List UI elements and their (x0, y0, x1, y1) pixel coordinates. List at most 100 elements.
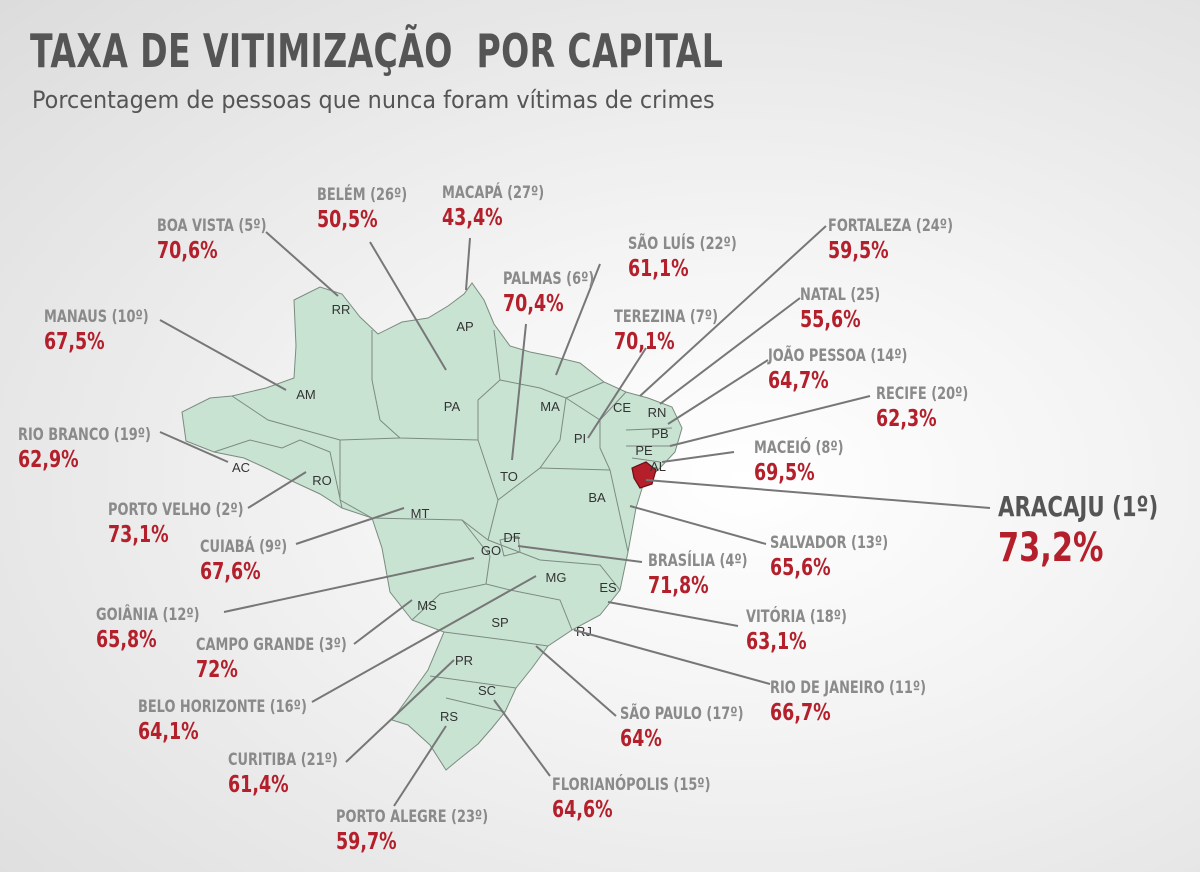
leader-belo-horizonte (311, 575, 537, 703)
city-name: CUIABÁ (9º) (200, 537, 288, 557)
city-value: 62,9% (18, 447, 79, 473)
leader-porto-alegre (393, 725, 447, 807)
city-name: PORTO VELHO (2º) (108, 500, 244, 520)
city-value: 70,4% (503, 291, 564, 317)
leader-recife (669, 395, 871, 447)
uf-ma: MA (540, 399, 560, 414)
uf-mg: MG (546, 570, 567, 585)
city-value: 70,6% (157, 238, 218, 264)
city-name: BRASÍLIA (4º) (648, 551, 748, 571)
uf-ms: MS (417, 598, 437, 613)
city-name: CAMPO GRANDE (3º) (196, 635, 347, 655)
city-name: BELO HORIZONTE (16º) (138, 697, 307, 717)
uf-pe: PE (635, 443, 653, 458)
state-borders (213, 329, 673, 713)
brazil-outline (181, 282, 683, 771)
uf-ap: AP (456, 319, 473, 334)
leader-terezina (587, 347, 647, 439)
city-name: PALMAS (6º) (503, 269, 595, 289)
city-name: FORTALEZA (24º) (828, 216, 953, 236)
city-value: 64,7% (768, 368, 829, 394)
city-value: 64% (620, 726, 662, 752)
uf-am: AM (296, 387, 316, 402)
city-name: JOÃO PESSOA (14º) (768, 346, 908, 366)
city-value: 66,7% (770, 700, 831, 726)
city-recife: RECIFE (20º) 62,3% (876, 383, 968, 433)
uf-pb: PB (651, 426, 668, 441)
city-name: TEREZINA (7º) (614, 307, 718, 327)
city-value: 69,5% (754, 460, 815, 486)
city-aracaju: ARACAJU (1º) 73,2% (998, 490, 1158, 572)
city-vitoria: VITÓRIA (18º) 63,1% (746, 606, 847, 656)
city-value: 64,6% (552, 797, 613, 823)
uf-rj: RJ (576, 624, 592, 639)
city-name: RIO DE JANEIRO (11º) (770, 678, 927, 698)
leader-maceio (661, 451, 735, 463)
city-rio-branco: RIO BRANCO (19º) 62,9% (18, 424, 151, 474)
city-goiania: GOIÂNIA (12º) 65,8% (96, 604, 200, 654)
city-porto-alegre: PORTO ALEGRE (23º) 59,7% (336, 806, 488, 856)
city-value: 71,8% (648, 573, 709, 599)
uf-sc: SC (478, 683, 496, 698)
uf-pr: PR (455, 653, 473, 668)
city-name: SALVADOR (13º) (770, 533, 889, 553)
leader-macapa (465, 237, 471, 291)
city-value: 73,1% (108, 522, 169, 548)
city-name: ARACAJU (1º) (998, 490, 1159, 523)
city-value: 65,6% (770, 555, 831, 581)
uf-to: TO (500, 469, 518, 484)
leader-campo-grande (353, 599, 413, 645)
city-belem: BELÉM (26º) 50,5% (317, 184, 407, 234)
city-value: 73,2% (998, 525, 1104, 571)
leader-porto-velho (247, 471, 307, 509)
leader-vitoria (607, 601, 739, 627)
leader-fortaleza (639, 225, 827, 397)
city-campo-grande: CAMPO GRANDE (3º) 72% (196, 634, 347, 684)
city-value: 59,5% (828, 238, 889, 264)
leader-brasilia (517, 545, 643, 563)
city-cuiaba: CUIABÁ (9º) 67,6% (200, 536, 287, 586)
city-value: 62,3% (876, 406, 937, 432)
leader-sao-paulo (535, 645, 617, 717)
city-name: MACAPÁ (27º) (442, 183, 545, 203)
city-value: 63,1% (746, 629, 807, 655)
city-manaus: MANAUS (10º) 67,5% (44, 306, 149, 356)
uf-ba: BA (588, 490, 606, 505)
leader-joao-pessoa (667, 359, 769, 425)
uf-pa: PA (444, 399, 461, 414)
uf-df: DF (503, 530, 520, 545)
leader-lines (159, 225, 991, 807)
city-value: 59,7% (336, 829, 397, 855)
city-macapa: MACAPÁ (27º) 43,4% (442, 182, 544, 232)
city-name: PORTO ALEGRE (23º) (336, 807, 489, 827)
city-value: 67,6% (200, 559, 261, 585)
uf-sp: SP (491, 615, 508, 630)
uf-es: ES (599, 580, 617, 595)
city-name: BELÉM (26º) (317, 185, 408, 205)
city-boa-vista: BOA VISTA (5º) 70,6% (157, 215, 266, 265)
city-value: 61,1% (628, 256, 689, 282)
city-value: 72% (196, 657, 238, 683)
page-subtitle: Porcentagem de pessoas que nunca foram v… (32, 86, 715, 114)
city-salvador: SALVADOR (13º) 65,6% (770, 532, 888, 582)
uf-rs: RS (440, 709, 458, 724)
city-sao-paulo: SÃO PAULO (17º) 64% (620, 703, 744, 753)
leader-boa-vista (265, 231, 339, 297)
leader-rio-de-janeiro (573, 629, 771, 685)
city-value: 65,8% (96, 627, 157, 653)
city-name: RIO BRANCO (19º) (18, 425, 151, 445)
state-se-highlight (631, 461, 657, 489)
city-palmas: PALMAS (6º) 70,4% (503, 268, 594, 318)
city-natal: NATAL (25) 55,6% (800, 284, 880, 334)
leader-salvador (629, 505, 767, 545)
uf-al: AL (650, 459, 666, 474)
leader-curitiba (345, 659, 455, 763)
city-name: NATAL (25) (800, 285, 881, 305)
city-sao-luis: SÃO LUÍS (22º) 61,1% (628, 233, 737, 283)
leader-palmas (511, 323, 527, 461)
city-name: BOA VISTA (5º) (157, 216, 267, 236)
uf-mt: MT (411, 506, 430, 521)
city-name: MACEIÓ (8º) (754, 438, 844, 458)
uf-go: GO (481, 543, 501, 558)
